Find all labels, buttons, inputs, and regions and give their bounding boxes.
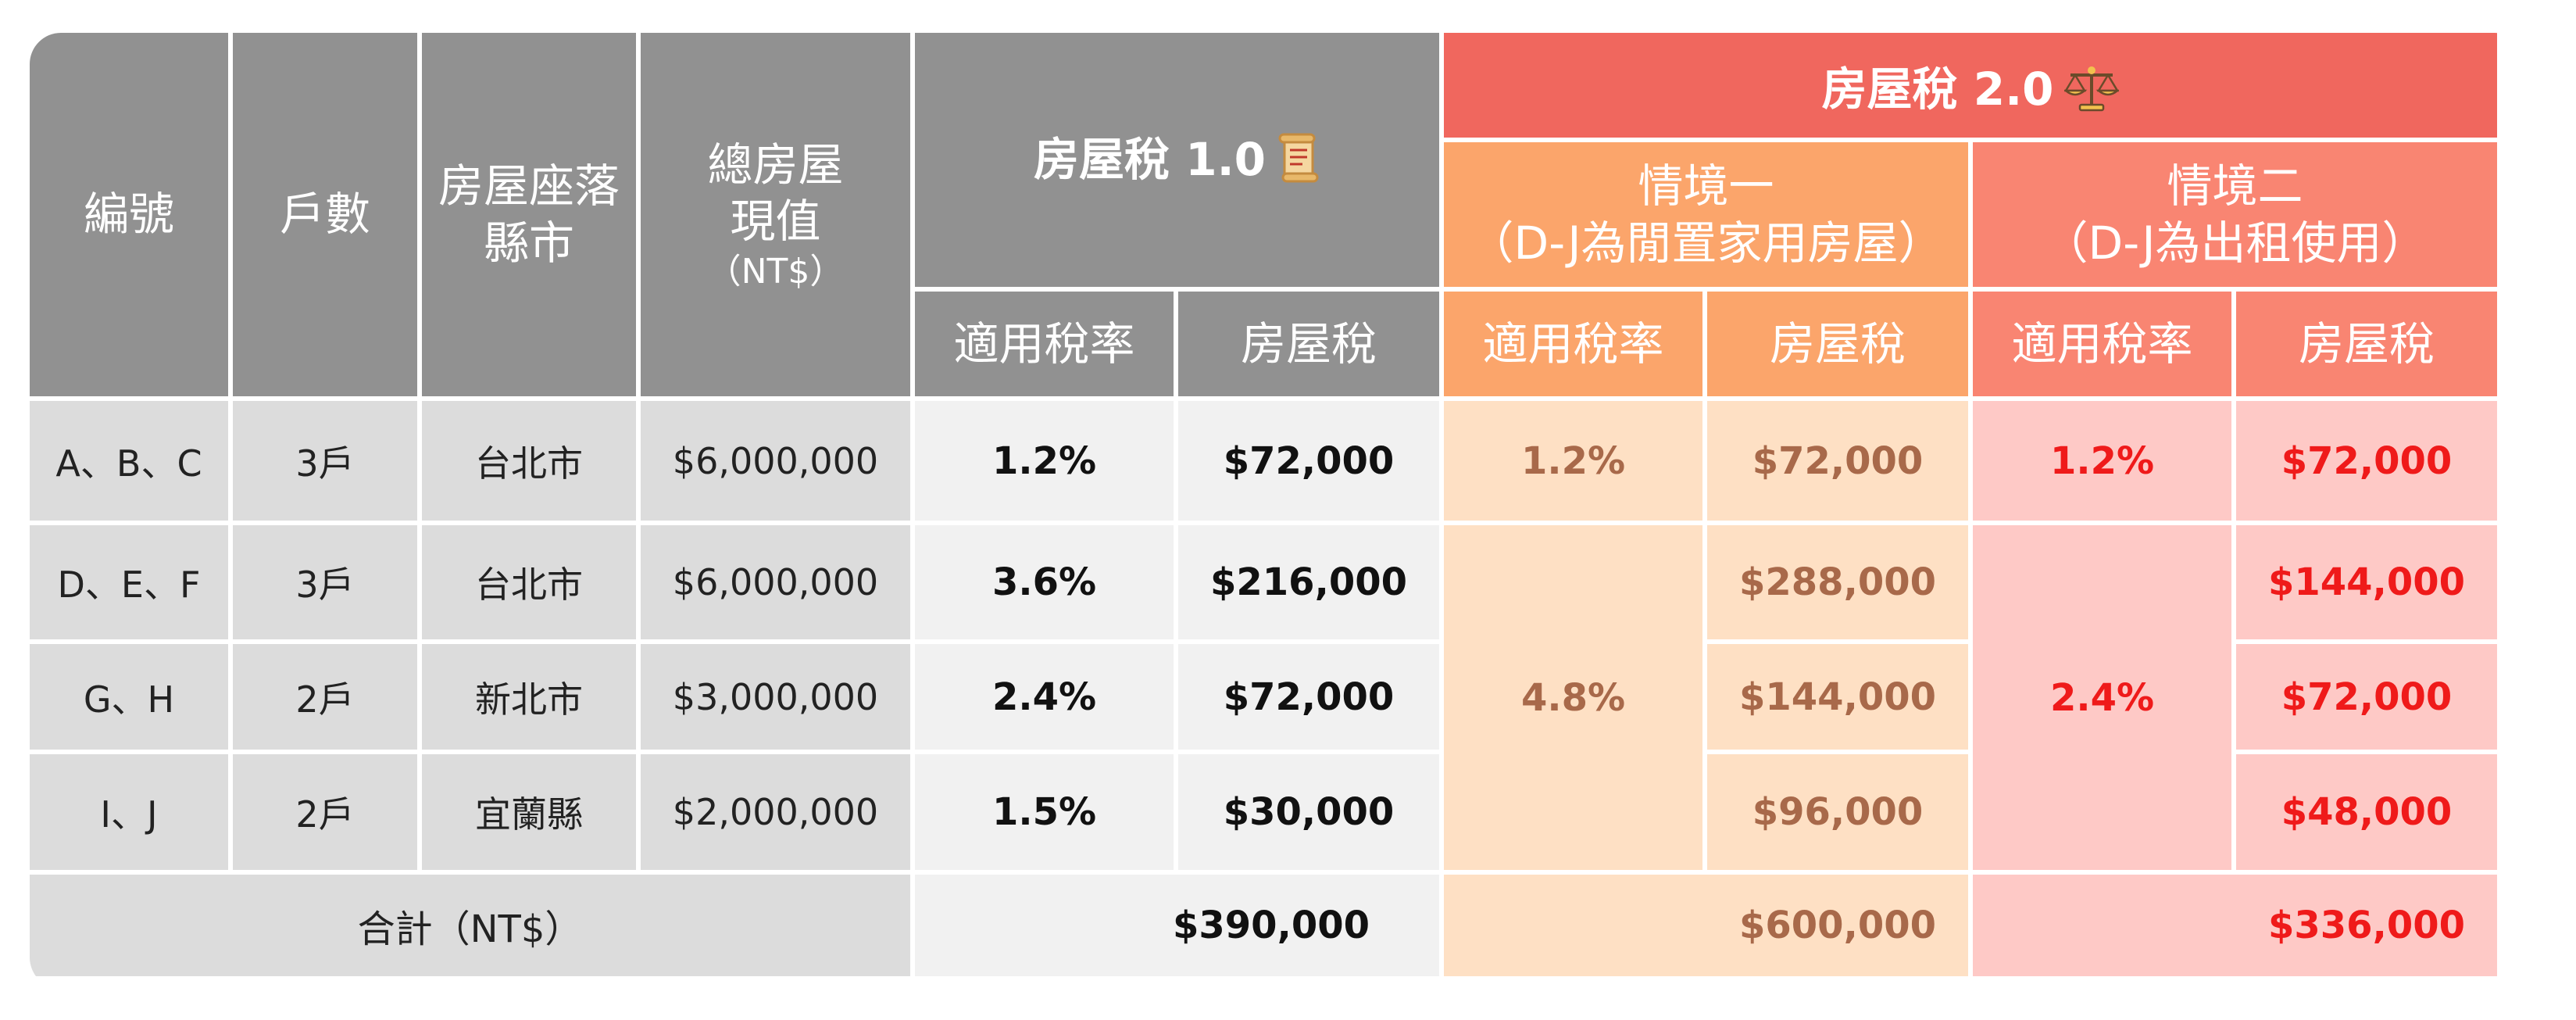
cell-tax10-rate: 1.2% [915,401,1174,521]
cell-s1-rate-merged: 4.8% [1444,525,1702,870]
tax-label: 房屋稅 [2298,317,2435,370]
cell-s1-tax: $288,000 [1707,525,1968,639]
header-tax10-tax: 房屋稅 [1178,292,1439,396]
cell-units: 2戶 [233,754,417,870]
scroll-icon [1278,133,1319,183]
header-s1-tax: 房屋稅 [1707,292,1968,396]
cell-tax10-tax: $30,000 [1178,754,1439,870]
header-scenario2-line1: 情境二 [2167,159,2303,213]
cell-city: 新北市 [422,644,636,750]
header-units: 戶數 [233,33,417,396]
header-value-unit: （NT$） [706,251,845,292]
table-row: A、B、C 3戶 台北市 $6,000,000 1.2% $72,000 1.2… [30,401,2497,521]
header-scenario1-line1: 情境一 [1638,159,1774,213]
totals-s1-value: $600,000 [1738,904,1937,947]
cell-tax10-tax: $72,000 [1178,401,1439,521]
cell-units: 2戶 [233,644,417,750]
cell-s2-rate-merged: 2.4% [1973,525,2231,870]
cell-tax10-rate: 2.4% [915,644,1174,750]
table-row: D、E、F 3戶 台北市 $6,000,000 3.6% $216,000 4.… [30,525,2497,870]
cell-units: 3戶 [233,401,417,521]
header-value-line2: 現值 [730,195,821,248]
header-s1-rate: 適用稅率 [1444,292,1702,396]
header-value: 總房屋 現值 （NT$） [641,33,910,396]
header-tax20-title: 房屋稅 2.0 [1821,63,2054,116]
cell-s1-tax: $144,000 [1707,644,1968,750]
header-s2-tax: 房屋稅 [2236,292,2497,396]
totals-label: 合計（NT$） [30,875,910,976]
header-value-line1: 總房屋 [707,138,844,191]
rate-label: 適用稅率 [953,317,1135,370]
totals-s2: $336,000 [1973,875,2497,976]
cell-tax10-rate: 1.5% [915,754,1174,870]
cell-tax10-tax: $216,000 [1178,525,1439,639]
totals-row: 合計（NT$） $390,000 $600,000 $336,000 [30,875,2497,976]
header-location: 房屋座落 縣市 [422,33,636,396]
header-tax10-title: 房屋稅 1.0 [1034,133,1266,187]
totals-tax10-value: $390,000 [1172,904,1370,947]
header-scenario2: 情境二 （D-J為出租使用） [1973,142,2497,287]
tax-label: 房屋稅 [1240,317,1377,370]
cell-value: $6,000,000 [641,525,910,639]
header-units-label: 戶數 [279,188,370,242]
header-tax20: 房屋稅 2.0 [1444,33,2497,138]
cell-tax10-tax: $72,000 [1178,644,1439,750]
cell-s2-tax: $72,000 [2236,401,2497,521]
header-scenario1-line2: （D-J為閒置家用房屋） [1468,216,1944,270]
table-row: I、J 2戶 宜蘭縣 $2,000,000 1.5% $30,000 $96,0… [30,754,2497,870]
cell-s1-tax: $72,000 [1707,401,1968,521]
header-location-line1: 房屋座落 [438,159,620,213]
cell-tax10-rate: 3.6% [915,525,1174,639]
header-s2-rate: 適用稅率 [1973,292,2231,396]
rate-label: 適用稅率 [2011,317,2193,370]
cell-value: $6,000,000 [641,401,910,521]
cell-s2-tax: $144,000 [2236,525,2497,639]
cell-s2-rate: 1.2% [1973,401,2231,521]
header-scenario1: 情境一 （D-J為閒置家用房屋） [1444,142,1968,287]
header-tax10-rate: 適用稅率 [915,292,1174,396]
cell-city: 台北市 [422,525,636,639]
cell-id: A、B、C [30,401,228,521]
totals-s2-value: $336,000 [2267,904,2466,947]
tax-label: 房屋稅 [1769,317,1906,370]
cell-value: $3,000,000 [641,644,910,750]
cell-id: I、J [30,754,228,870]
header-id-label: 編號 [83,188,174,242]
totals-tax10: $390,000 [915,875,1439,976]
cell-city: 台北市 [422,401,636,521]
tax-comparison-table-container: 編號 戶數 房屋座落 縣市 總房屋 現值 （NT$） 房屋稅 1.0 [30,33,2526,989]
cell-city: 宜蘭縣 [422,754,636,870]
cell-s2-tax: $48,000 [2236,754,2497,870]
header-location-line2: 縣市 [483,216,574,270]
cell-id: D、E、F [30,525,228,639]
header-tax10: 房屋稅 1.0 [915,33,1439,287]
cell-value: $2,000,000 [641,754,910,870]
tax-comparison-table: 編號 戶數 房屋座落 縣市 總房屋 現值 （NT$） 房屋稅 1.0 [30,33,2502,981]
table-row: G、H 2戶 新北市 $3,000,000 2.4% $72,000 $144,… [30,644,2497,750]
totals-s1: $600,000 [1444,875,1968,976]
rate-label: 適用稅率 [1482,317,1664,370]
header-id: 編號 [30,33,228,396]
cell-s2-tax: $72,000 [2236,644,2497,750]
cell-id: G、H [30,644,228,750]
scales-icon [2063,66,2120,112]
cell-s1-rate: 1.2% [1444,401,1702,521]
cell-units: 3戶 [233,525,417,639]
header-scenario2-line2: （D-J為出租使用） [2042,216,2428,270]
cell-s1-tax: $96,000 [1707,754,1968,870]
